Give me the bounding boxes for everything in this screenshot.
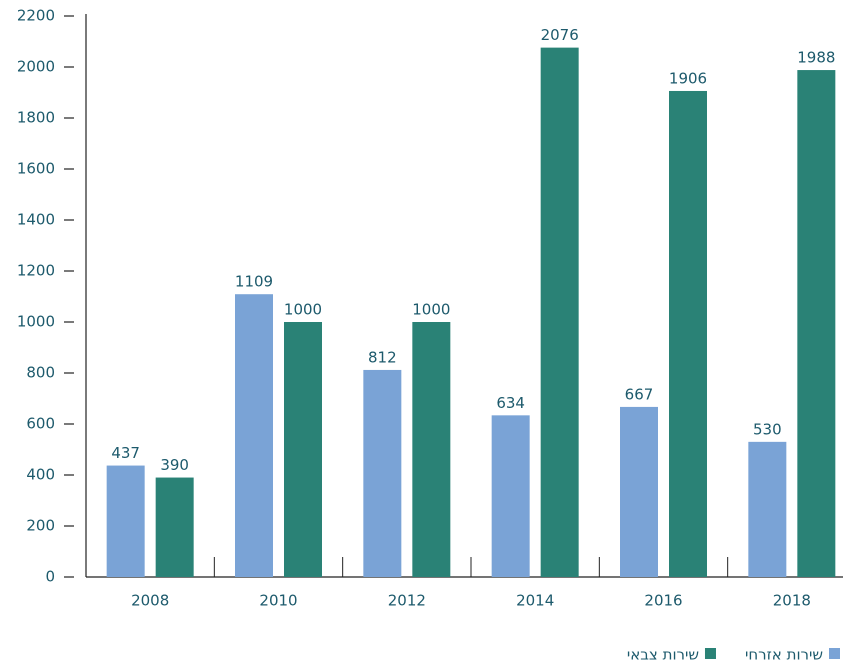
legend-label: שירות אזרחי (745, 646, 823, 660)
bar (284, 322, 322, 577)
bar (412, 322, 451, 577)
data-label: 530 (753, 420, 782, 438)
y-tick-label: 0 (45, 568, 55, 586)
bar (363, 369, 402, 577)
data-label: 1000 (284, 301, 322, 319)
x-tick-label: 2018 (773, 592, 811, 610)
x-tick-label: 2016 (644, 592, 682, 610)
bar (491, 415, 530, 577)
bar (540, 47, 579, 578)
legend-swatch (829, 648, 840, 659)
data-label: 390 (160, 456, 189, 474)
data-label: 437 (111, 444, 140, 462)
x-tick-label: 2008 (131, 592, 169, 610)
y-tick-label: 1000 (17, 313, 55, 331)
bar (106, 465, 145, 577)
data-label: 1906 (669, 69, 707, 87)
y-tick-label: 1600 (17, 160, 55, 178)
y-tick-label: 800 (26, 364, 55, 382)
y-tick-label: 2000 (17, 58, 55, 76)
data-label: 634 (496, 394, 525, 412)
data-label: 1988 (797, 49, 835, 67)
y-tick-label: 1400 (17, 211, 55, 229)
bar (797, 70, 836, 577)
legend-swatch (704, 648, 716, 659)
y-tick-label: 600 (26, 415, 55, 433)
y-tick-label: 1800 (17, 109, 55, 127)
data-label: 2076 (541, 26, 579, 44)
x-tick-label: 2010 (259, 592, 297, 610)
x-tick-label: 2014 (516, 592, 554, 610)
bar (620, 406, 658, 577)
data-label: 1109 (235, 273, 273, 291)
data-label: 812 (368, 348, 397, 366)
data-label: 1000 (412, 301, 450, 319)
y-tick-label: 2200 (17, 7, 55, 25)
legend-label: שירות צבאי (627, 646, 699, 660)
y-tick-label: 400 (26, 466, 55, 484)
bar (155, 477, 194, 577)
bar (748, 441, 787, 577)
bar (669, 90, 707, 577)
y-tick-label: 200 (26, 517, 55, 535)
x-tick-label: 2012 (388, 592, 426, 610)
bar (235, 294, 273, 577)
y-tick-label: 1200 (17, 262, 55, 280)
data-label: 667 (625, 385, 654, 403)
